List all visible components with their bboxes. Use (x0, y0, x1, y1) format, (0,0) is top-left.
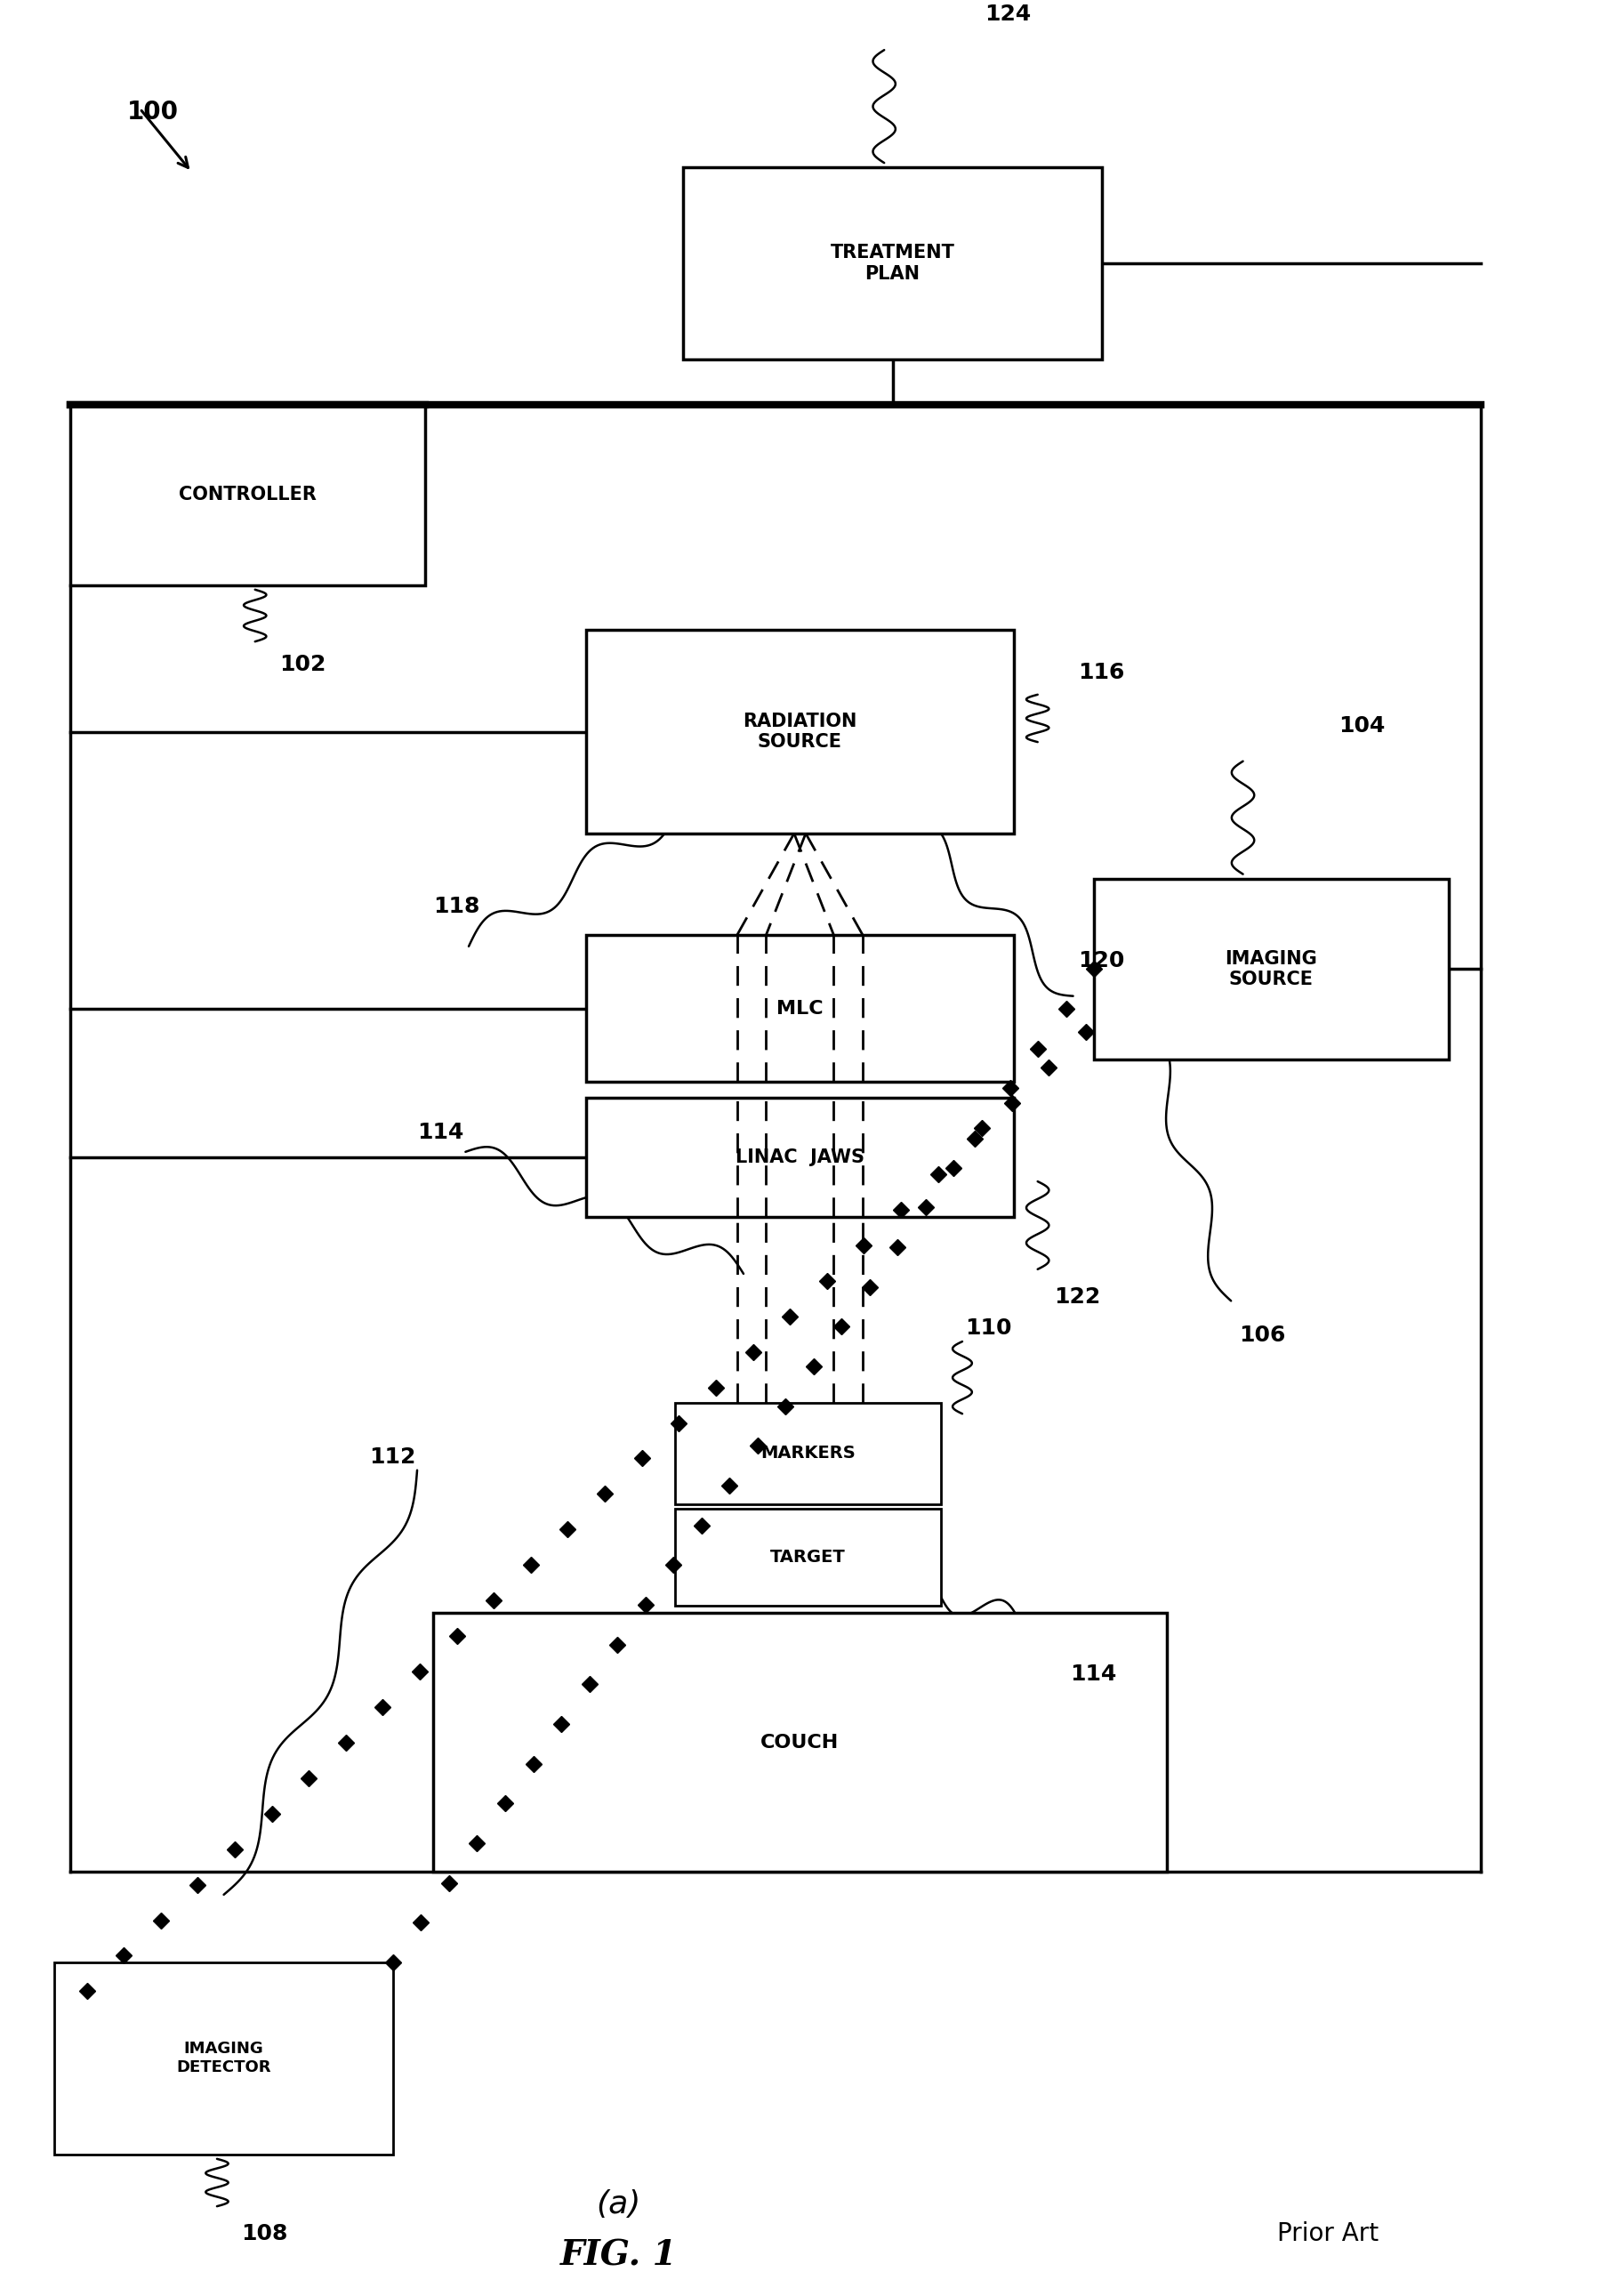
Bar (676, 1508, 940, 1605)
Bar (1095, 879, 1449, 1058)
Text: FIG. 1: FIG. 1 (560, 2239, 677, 2273)
Bar (586, 1097, 1013, 1217)
Bar (676, 1403, 940, 1504)
Bar (684, 168, 1103, 358)
Text: 116: 116 (1078, 661, 1124, 684)
Text: 118: 118 (434, 895, 479, 916)
Text: TREATMENT
PLAN: TREATMENT PLAN (830, 243, 955, 282)
Text: IMAGING
DETECTOR: IMAGING DETECTOR (177, 2041, 271, 2076)
Text: 112: 112 (369, 1446, 416, 1467)
Text: 120: 120 (1078, 951, 1124, 971)
Text: (a): (a) (596, 2188, 641, 2220)
Text: 124: 124 (984, 5, 1031, 25)
Text: COUCH: COUCH (760, 1733, 840, 1752)
Text: MARKERS: MARKERS (760, 1444, 856, 1463)
Bar (586, 631, 1013, 833)
Text: Prior Art: Prior Art (1276, 2220, 1379, 2245)
Text: 110: 110 (965, 1318, 1012, 1339)
Text: IMAGING
SOURCE: IMAGING SOURCE (1224, 951, 1317, 987)
Text: LINAC  JAWS: LINAC JAWS (736, 1148, 864, 1166)
Bar (434, 1612, 1166, 1871)
Text: CONTROLLER: CONTROLLER (179, 487, 317, 503)
Text: RADIATION
SOURCE: RADIATION SOURCE (742, 712, 857, 751)
Text: 102: 102 (279, 654, 326, 675)
Bar (55, 1963, 393, 2154)
Text: 114: 114 (1070, 1662, 1116, 1685)
Text: 122: 122 (1054, 1286, 1099, 1306)
Text: 106: 106 (1239, 1325, 1286, 1345)
Text: MLC: MLC (776, 999, 823, 1017)
Text: 104: 104 (1340, 714, 1385, 737)
Bar (586, 934, 1013, 1081)
Text: 100: 100 (127, 99, 179, 124)
Text: TARGET: TARGET (770, 1550, 846, 1566)
Text: 114: 114 (417, 1120, 464, 1143)
Bar (70, 404, 425, 585)
Text: 108: 108 (240, 2223, 287, 2245)
